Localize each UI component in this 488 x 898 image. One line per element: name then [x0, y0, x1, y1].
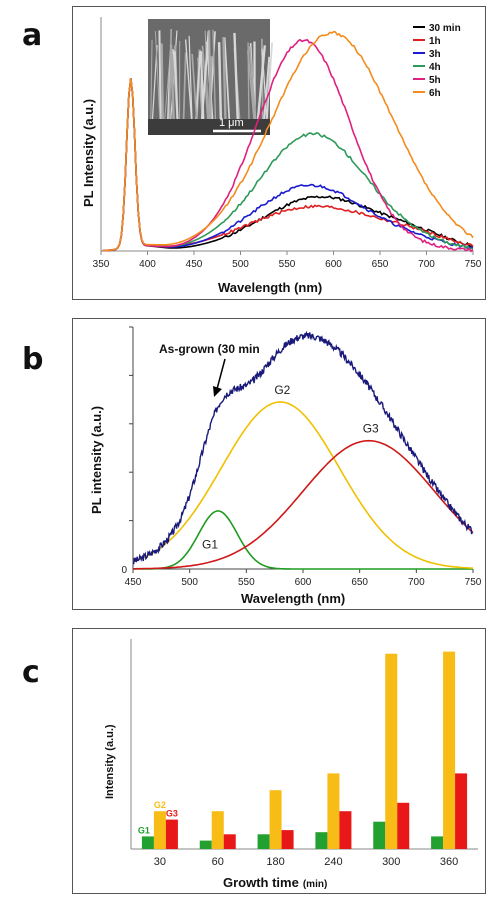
x-tick-label-b: 500 — [181, 577, 198, 588]
x-axis-label-c-unit: (min) — [303, 879, 327, 890]
x-tick-label-b: 700 — [408, 577, 425, 588]
category-label: 360 — [440, 856, 458, 868]
category-label: 240 — [324, 856, 342, 868]
sem-inset: 1 μm — [148, 19, 272, 135]
legend-a: 30 min 1h 3h 4h 5h 6h — [413, 23, 461, 99]
series-label-G3: G3 — [166, 809, 178, 819]
y-axis-label-a: PL Intensity (a.u.) — [81, 99, 96, 207]
sem-substrate — [148, 119, 270, 135]
series-label-G2: G2 — [154, 800, 166, 810]
x-tick-label-a: 450 — [186, 259, 203, 270]
as-grown-annotation: As-grown (30 min — [159, 342, 260, 356]
component-label-G1: G1 — [202, 538, 218, 552]
x-tick-label-a: 700 — [418, 259, 435, 270]
y-tick-label-b: 0 — [121, 565, 127, 576]
component-curve-G3 — [133, 441, 473, 569]
bar-G2-180 — [270, 790, 282, 849]
x-tick-label-a: 750 — [465, 259, 482, 270]
chart-a: 1 μm 350 400 450 500 550 600 650 700 750 30 min 1… — [73, 7, 485, 299]
panel-label-a: a — [22, 18, 42, 53]
legend-label: 4h — [429, 62, 441, 73]
bar-G2-360 — [443, 652, 455, 849]
bar-G2-300 — [385, 654, 397, 849]
category-label: 180 — [266, 856, 284, 868]
x-axis-label-c: Growth time (min) — [223, 875, 327, 890]
category-label: 60 — [212, 856, 224, 868]
scale-bar-label: 1 μm — [219, 117, 244, 129]
x-tick-label-b: 750 — [465, 577, 482, 588]
bar-G1-60 — [200, 841, 212, 849]
x-tick-label-a: 500 — [232, 259, 249, 270]
legend-label: 5h — [429, 75, 441, 86]
component-label-G2: G2 — [274, 383, 290, 397]
x-tick-label-a: 350 — [93, 259, 110, 270]
x-tick-label-b: 600 — [295, 577, 312, 588]
legend-label: 3h — [429, 49, 441, 60]
x-tick-label-b: 650 — [351, 577, 368, 588]
bar-G3-180 — [282, 830, 294, 849]
x-axis-label-c-main: Growth time — [223, 875, 299, 890]
panel-a-frame: 1 μm 350 400 450 500 550 600 650 700 750 30 min 1… — [72, 6, 486, 300]
bar-G2-60 — [212, 811, 224, 849]
category-label: 300 — [382, 856, 400, 868]
x-axis-label-a: Wavelength (nm) — [218, 280, 322, 295]
bar-G1-180 — [258, 834, 270, 849]
component-curve-G2 — [133, 402, 473, 568]
bar-G3-240 — [339, 811, 351, 849]
series-label-G1: G1 — [138, 825, 150, 835]
annotation-arrow — [217, 359, 225, 389]
bar-G1-240 — [315, 832, 327, 849]
bar-G1-360 — [431, 836, 443, 849]
measured-spectrum — [133, 333, 472, 564]
sem-nanowire — [219, 42, 221, 119]
category-label: 30 — [154, 856, 166, 868]
component-label-G3: G3 — [363, 422, 379, 436]
y-axis-label-b: PL intensity (a.u.) — [89, 406, 104, 514]
bar-G3-360 — [455, 773, 467, 849]
legend-label: 30 min — [429, 23, 461, 34]
bar-G3-300 — [397, 803, 409, 849]
legend-label: 1h — [429, 36, 441, 47]
annotation-arrowhead — [213, 386, 222, 397]
bar-G1-30 — [142, 836, 154, 849]
bar-G1-300 — [373, 822, 385, 849]
bar-G3-30 — [166, 820, 178, 849]
bar-G2-240 — [327, 773, 339, 849]
panel-label-c: c — [22, 655, 40, 690]
y-axis-label-c: Intensity (a.u.) — [104, 724, 116, 799]
sem-nanowire — [162, 43, 163, 119]
panel-label-b: b — [22, 342, 43, 377]
bar-G3-60 — [224, 834, 236, 849]
x-tick-label-a: 650 — [372, 259, 389, 270]
x-tick-label-a: 600 — [325, 259, 342, 270]
x-tick-label-b: 550 — [238, 577, 255, 588]
bar-G2-30 — [154, 811, 166, 849]
x-tick-label-a: 550 — [279, 259, 296, 270]
legend-label: 6h — [429, 88, 441, 99]
x-axis-label-b: Wavelength (nm) — [241, 591, 345, 606]
x-tick-label-b: 450 — [125, 577, 142, 588]
x-tick-label-a: 400 — [139, 259, 156, 270]
